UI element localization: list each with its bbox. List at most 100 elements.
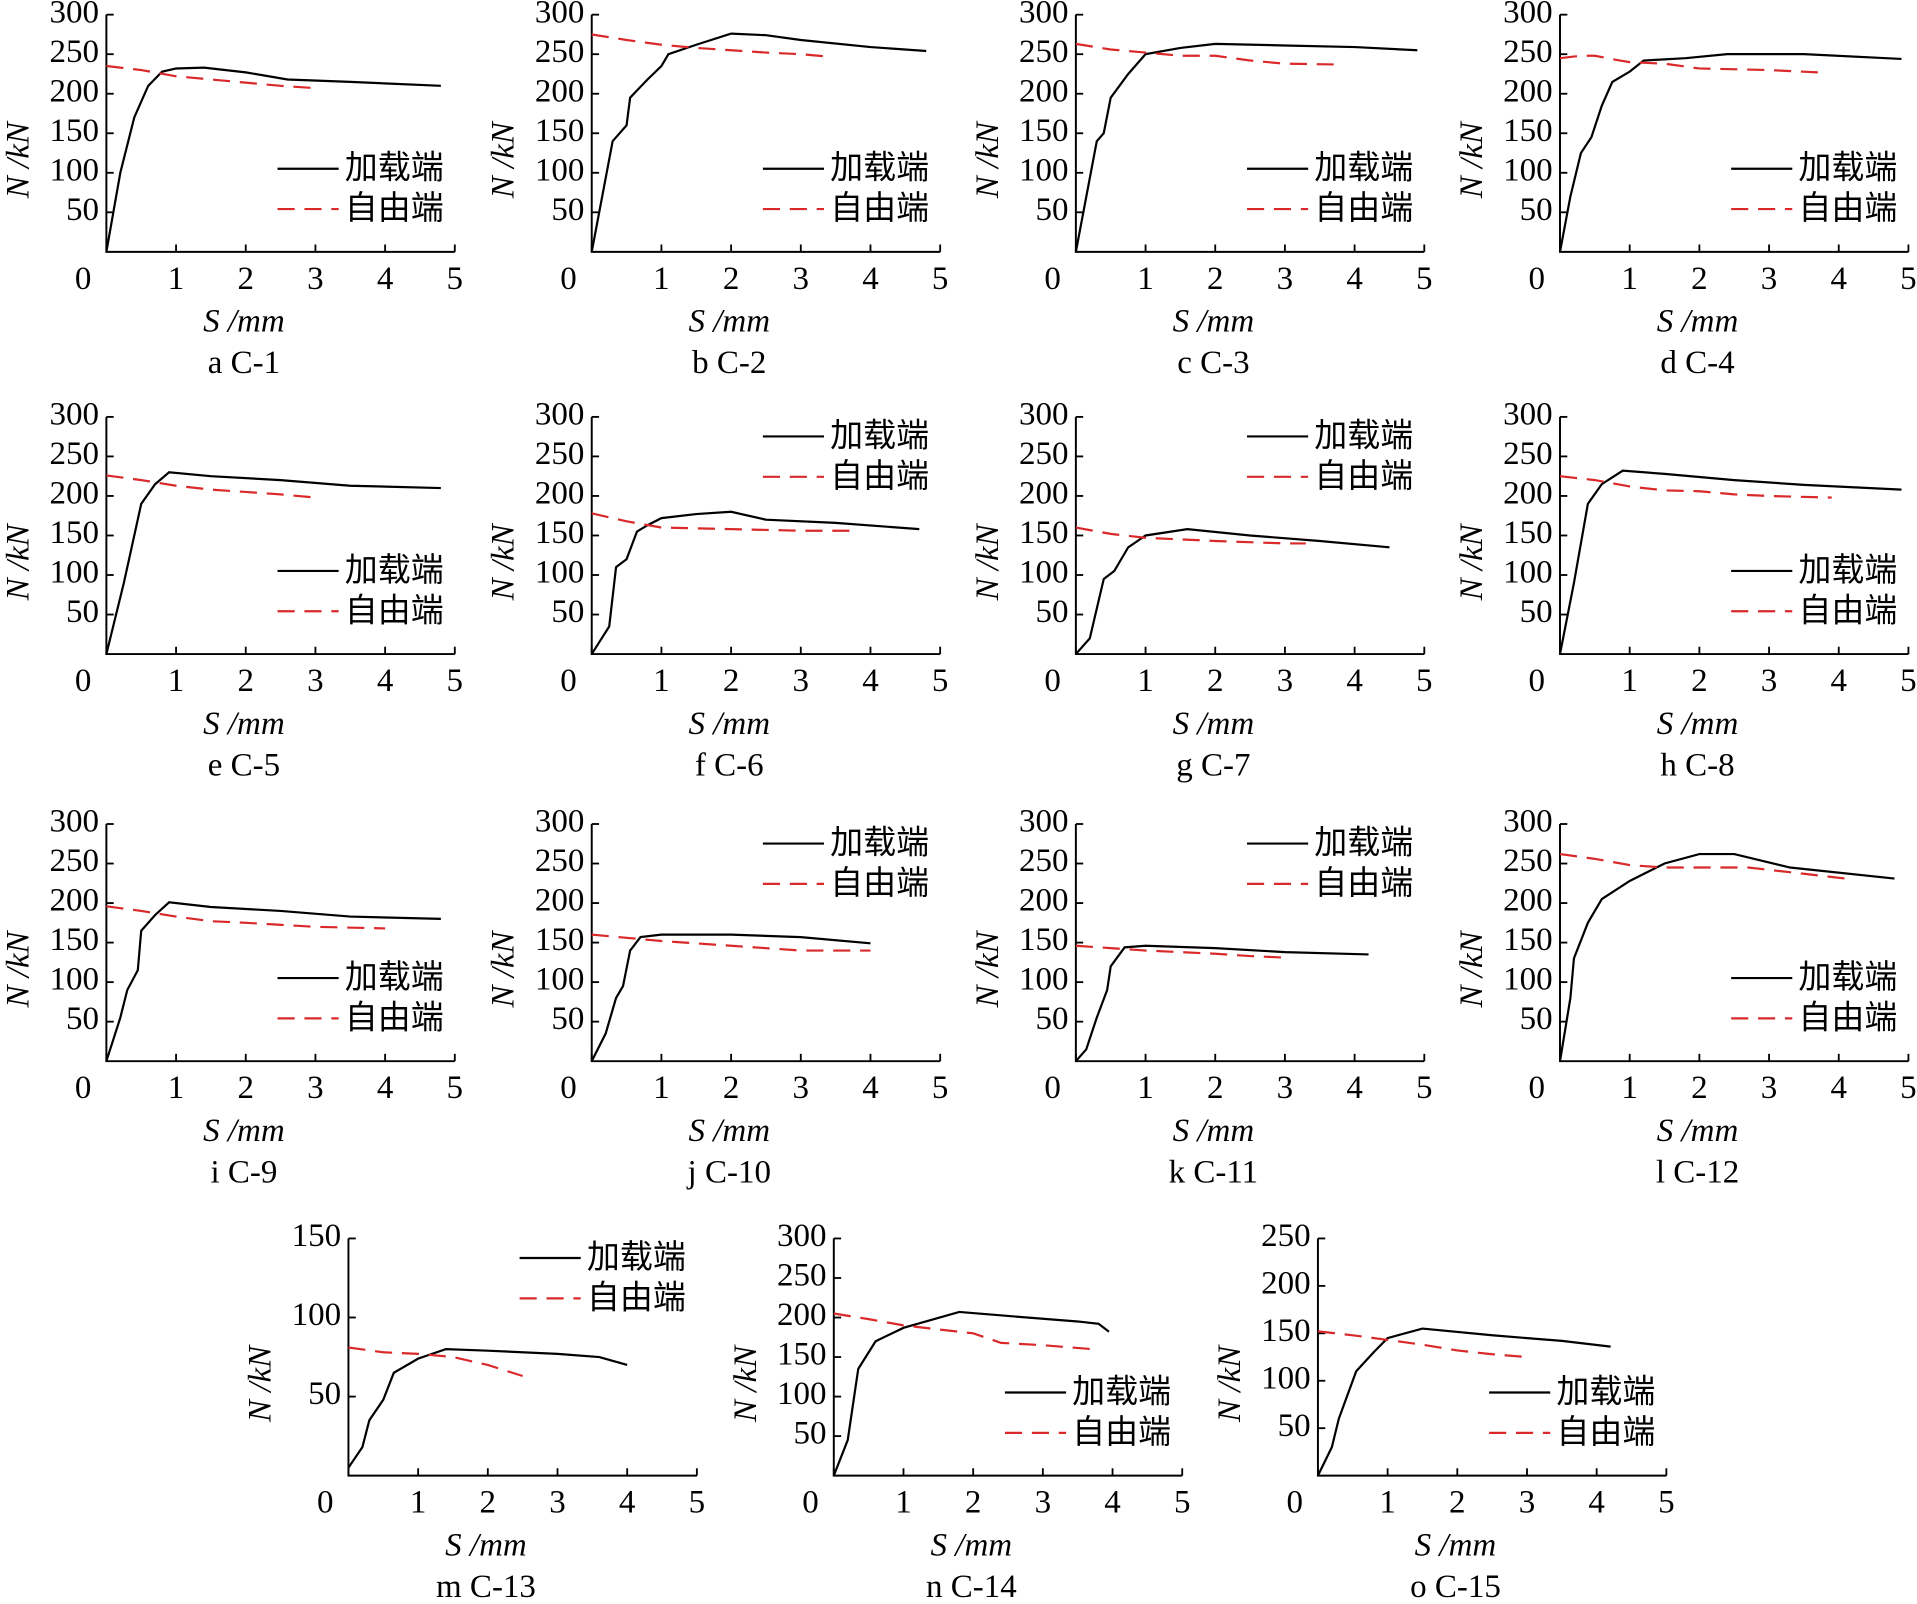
y-tick-label: 100 — [1019, 152, 1069, 188]
data-line — [1316, 1327, 1611, 1477]
x-tick-label: 1 — [1621, 663, 1638, 699]
x-tick-label: 4 — [377, 663, 393, 699]
y-tick-label: 200 — [1019, 883, 1069, 919]
y-tick-label: 100 — [50, 152, 99, 188]
y-tick-label: 200 — [1503, 73, 1553, 109]
x-tick-label: 2 — [1207, 1070, 1224, 1106]
caption: a C-1 — [208, 345, 280, 381]
x-tick-label: 1 — [653, 663, 670, 699]
x-tick-label: 5 — [1900, 261, 1917, 297]
x-tick-label: 4 — [619, 1485, 636, 1521]
data-line — [591, 33, 829, 58]
y-tick-label: 100 — [535, 152, 585, 188]
x-tick-label: 0 — [1529, 663, 1546, 699]
data-line — [105, 901, 441, 1062]
data-line — [106, 474, 316, 499]
caption: f C-6 — [695, 747, 764, 783]
y-tick-label: 50 — [551, 1001, 584, 1037]
legend-label: 加载端 — [830, 417, 929, 454]
x-tick-label: 3 — [1277, 261, 1294, 297]
y-tick-label: 300 — [777, 1218, 827, 1254]
x-tick-label: 2 — [1207, 663, 1224, 699]
caption: l C-12 — [1656, 1154, 1739, 1190]
caption: k C-11 — [1169, 1154, 1259, 1190]
y-tick-label: 200 — [50, 476, 99, 512]
data-line — [1559, 475, 1832, 499]
data-line — [590, 510, 920, 655]
x-tick-label: 4 — [862, 261, 879, 297]
y-tick-label: 50 — [66, 594, 99, 630]
data-line — [591, 933, 871, 952]
x-tick-label: 5 — [932, 1070, 949, 1106]
y-tick-label: 100 — [1503, 962, 1553, 998]
data-line — [106, 905, 386, 930]
x-axis-label: S /mm — [688, 706, 770, 742]
x-tick-label: 2 — [480, 1485, 496, 1521]
legend-label: 自由端 — [1314, 190, 1413, 227]
data-line — [1075, 944, 1285, 959]
x-tick-label: 0 — [560, 663, 577, 699]
data-line — [1074, 42, 1418, 253]
legend-label: 自由端 — [345, 190, 444, 227]
y-axis-label: N /kN — [0, 929, 36, 1008]
data-line — [1559, 54, 1818, 74]
caption: d C-4 — [1660, 345, 1734, 381]
data-line — [1317, 1330, 1528, 1359]
legend-label: 自由端 — [830, 865, 929, 902]
data-line — [1559, 852, 1853, 881]
x-tick-label: 2 — [1691, 261, 1707, 297]
x-tick-label: 2 — [237, 663, 254, 699]
y-tick-label: 300 — [535, 0, 585, 30]
y-tick-label: 100 — [535, 555, 585, 591]
x-tick-label: 1 — [1137, 261, 1154, 297]
legend-label: 自由端 — [1314, 458, 1413, 495]
x-tick-label: 1 — [1137, 1070, 1154, 1106]
x-tick-label: 3 — [1277, 1070, 1294, 1106]
y-tick-label: 250 — [777, 1258, 827, 1294]
legend-label: 加载端 — [1798, 959, 1897, 996]
y-tick-label: 300 — [50, 396, 99, 432]
data-line — [1558, 53, 1902, 253]
y-tick-label: 150 — [292, 1218, 342, 1254]
x-tick-label: 5 — [1174, 1485, 1191, 1521]
y-tick-label: 50 — [1036, 594, 1069, 630]
legend-label: 自由端 — [1798, 190, 1897, 227]
x-tick-label: 5 — [932, 261, 949, 297]
x-tick-label: 4 — [1830, 663, 1846, 699]
y-tick-label: 300 — [1503, 804, 1553, 840]
y-tick-label: 100 — [1503, 555, 1553, 591]
y-tick-label: 150 — [535, 113, 585, 149]
x-tick-label: 0 — [560, 261, 577, 297]
legend-label: 自由端 — [1556, 1414, 1655, 1451]
x-axis-label: S /mm — [1415, 1527, 1497, 1563]
y-tick-label: 150 — [535, 515, 585, 551]
y-tick-label: 250 — [1261, 1218, 1311, 1254]
y-tick-label: 250 — [1503, 34, 1553, 70]
x-tick-label: 3 — [793, 261, 810, 297]
y-tick-label: 250 — [535, 436, 585, 472]
x-tick-label: 0 — [1044, 261, 1061, 297]
y-tick-label: 200 — [50, 883, 99, 919]
x-tick-label: 2 — [237, 261, 254, 297]
y-tick-label: 250 — [535, 843, 585, 879]
x-tick-label: 3 — [549, 1485, 566, 1521]
x-tick-label: 1 — [653, 261, 670, 297]
caption: o C-15 — [1410, 1569, 1501, 1604]
y-tick-label: 150 — [1503, 515, 1553, 551]
x-axis-label: S /mm — [203, 1113, 285, 1149]
y-tick-label: 250 — [535, 34, 585, 70]
x-axis-label: S /mm — [931, 1527, 1013, 1563]
x-tick-label: 5 — [447, 1070, 463, 1106]
data-line — [1558, 852, 1895, 1062]
y-tick-label: 250 — [50, 34, 99, 70]
y-tick-label: 150 — [1019, 515, 1069, 551]
x-tick-label: 4 — [1830, 261, 1846, 297]
legend-label: 加载端 — [345, 150, 444, 187]
x-tick-label: 4 — [377, 1070, 393, 1106]
y-tick-label: 150 — [50, 922, 99, 958]
y-tick-label: 100 — [50, 555, 99, 591]
x-tick-label: 5 — [1900, 663, 1917, 699]
y-tick-label: 200 — [535, 883, 585, 919]
y-tick-label: 300 — [1019, 396, 1069, 432]
